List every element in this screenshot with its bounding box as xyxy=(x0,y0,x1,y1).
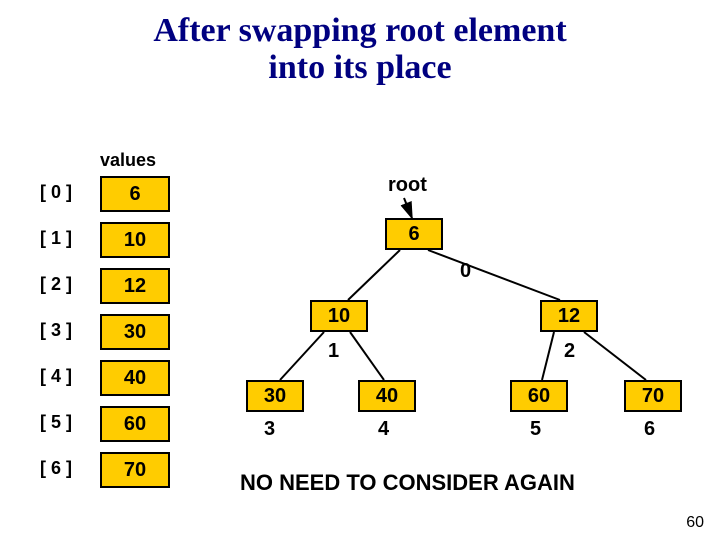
tree-index-label: 2 xyxy=(564,340,575,363)
root-label: root xyxy=(388,174,427,197)
array-index: [ 2 ] xyxy=(40,274,72,295)
tree-node: 30 xyxy=(246,380,304,412)
array-cell: 60 xyxy=(100,406,170,442)
tree-index-label: 1 xyxy=(328,340,339,363)
array-cell: 70 xyxy=(100,452,170,488)
tree-node: 60 xyxy=(510,380,568,412)
array-index: [ 4 ] xyxy=(40,366,72,387)
tree-node: 12 xyxy=(540,300,598,332)
tree-index-label: 5 xyxy=(530,418,541,441)
array-cell: 6 xyxy=(100,176,170,212)
title-line2: into its place xyxy=(268,49,451,86)
tree-index-label: 4 xyxy=(378,418,389,441)
array-index: [ 3 ] xyxy=(40,320,72,341)
tree-node: 6 xyxy=(385,218,443,250)
message: NO NEED TO CONSIDER AGAIN xyxy=(240,470,575,496)
values-label: values xyxy=(100,150,156,171)
tree-node: 40 xyxy=(358,380,416,412)
array-index: [ 1 ] xyxy=(40,228,72,249)
array-cell: 40 xyxy=(100,360,170,396)
tree-index-label: 6 xyxy=(644,418,655,441)
array-index: [ 0 ] xyxy=(40,182,72,203)
array-cell: 10 xyxy=(100,222,170,258)
slide-title: After swapping root element into its pla… xyxy=(0,0,720,87)
tree-node: 10 xyxy=(310,300,368,332)
tree-node: 70 xyxy=(624,380,682,412)
tree-index-label: 0 xyxy=(460,260,471,283)
array-index: [ 6 ] xyxy=(40,458,72,479)
slide-number: 60 xyxy=(686,514,704,532)
array-cell: 12 xyxy=(100,268,170,304)
title-line1: After swapping root element xyxy=(153,12,566,49)
tree-index-label: 3 xyxy=(264,418,275,441)
array-index: [ 5 ] xyxy=(40,412,72,433)
array-cell: 30 xyxy=(100,314,170,350)
